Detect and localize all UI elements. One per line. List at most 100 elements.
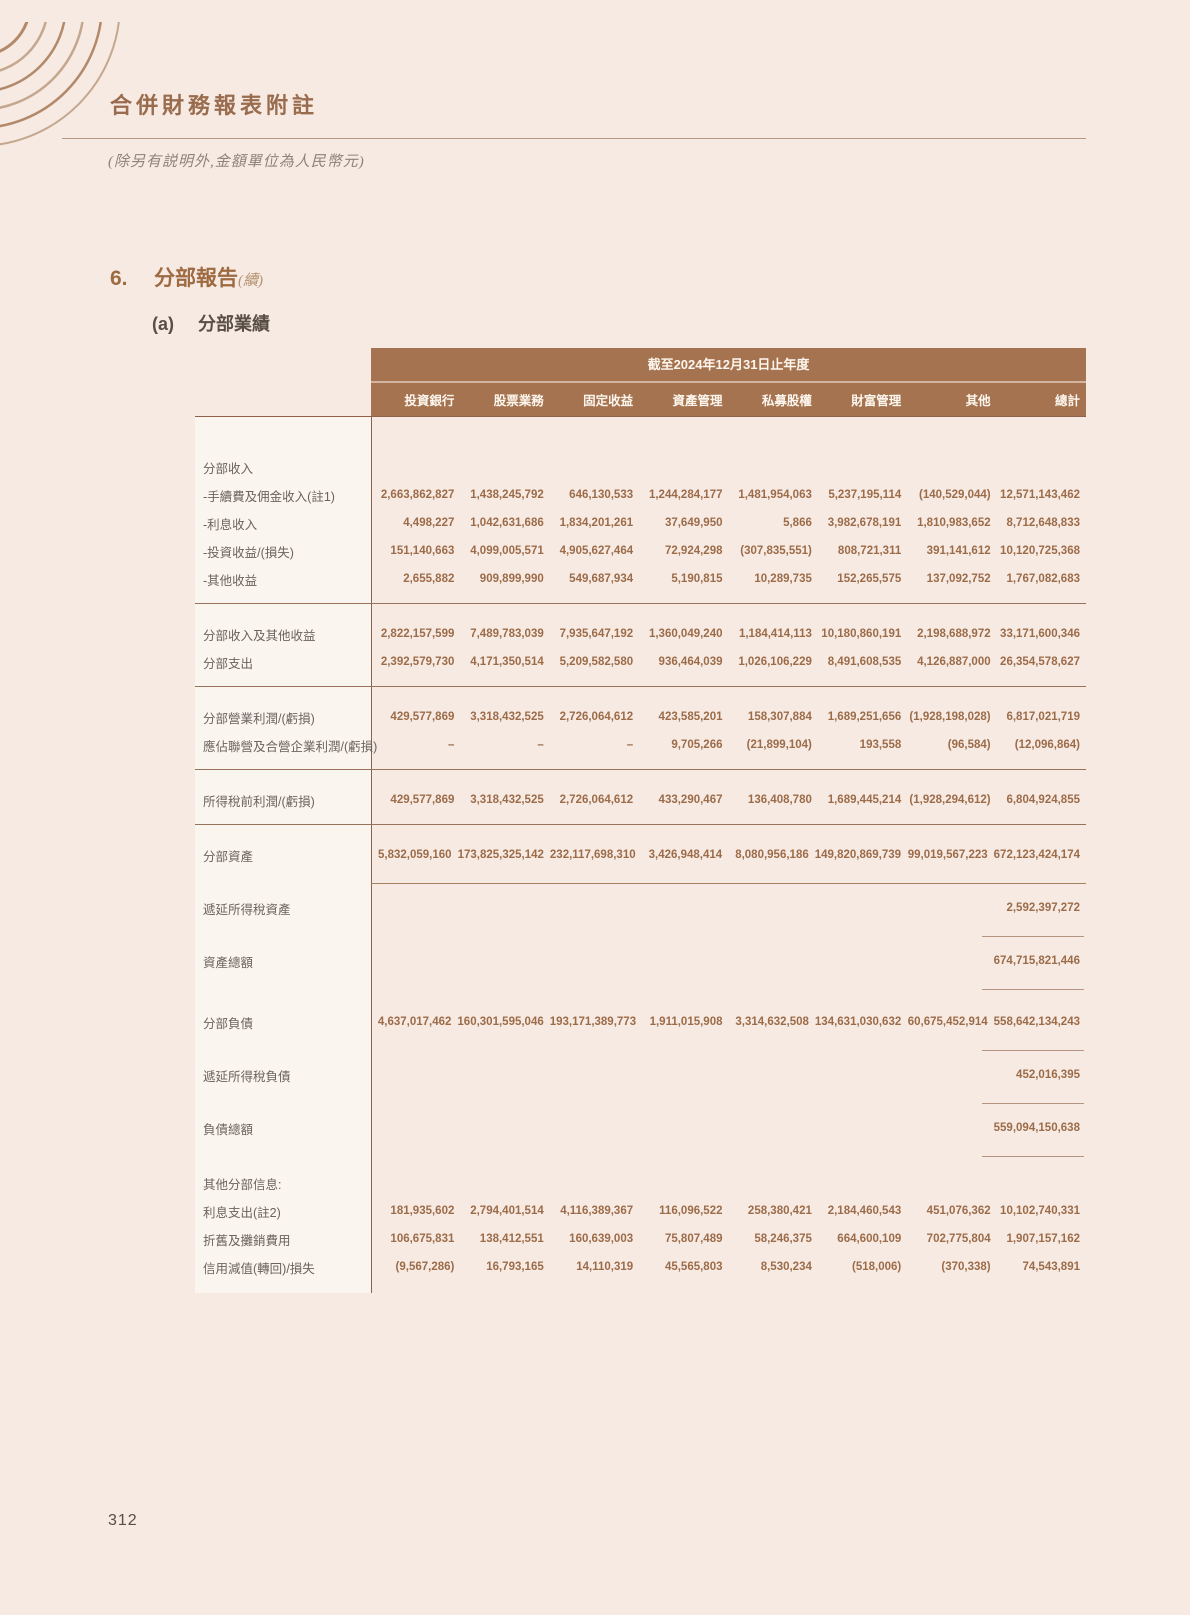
row-label: 負債總額 — [203, 1122, 254, 1137]
cell-value: 6,804,924,855 — [1006, 794, 1080, 806]
cell-value: (370,338) — [941, 1261, 991, 1273]
row-label: 利息支出(註2) — [203, 1205, 281, 1220]
cell-value: 138,412,551 — [479, 1233, 544, 1245]
cell-value: 674,715,821,446 — [993, 955, 1080, 967]
cell-value: 559,094,150,638 — [993, 1122, 1080, 1134]
row-label: 分部資產 — [203, 849, 254, 864]
cell-value: (518,006) — [852, 1261, 902, 1273]
cell-value: 1,689,251,656 — [827, 711, 902, 723]
cell-value: 72,924,298 — [664, 545, 723, 557]
cell-value: 5,832,059,160 — [378, 849, 452, 861]
cell-value: 2,184,460,543 — [827, 1205, 902, 1217]
table-row: -投資收益/(損失) 151,140,663 4,099,005,571 4,905,… — [195, 537, 1086, 565]
cell-value: 7,935,647,192 — [559, 628, 634, 640]
cell-value: 5,866 — [783, 517, 812, 529]
cell-value: 99,019,567,223 — [907, 849, 988, 861]
cell-value: 4,171,350,514 — [470, 656, 544, 668]
cell-value: 149,820,869,739 — [814, 849, 902, 861]
section-number: 6. — [110, 267, 128, 290]
cell-value: 3,314,632,508 — [735, 1016, 809, 1028]
column-header: 資產管理 — [672, 394, 723, 408]
table-row: 應佔聯營及合營企業利潤/(虧損) – – – 9,705,266 (21,899,104)… — [195, 731, 1086, 759]
divider — [195, 686, 1086, 687]
table-row: 遞延所得稅負債 452,016,395 — [195, 1061, 1086, 1089]
cell-value: 3,982,678,191 — [827, 517, 902, 529]
cell-value: 1,689,445,214 — [827, 794, 902, 806]
subsection-title: 分部業績 — [198, 314, 270, 334]
cell-value: 6,817,021,719 — [1006, 711, 1080, 723]
cell-value: 160,639,003 — [569, 1233, 634, 1245]
table-row: -手續費及佣金收入(註1) 2,663,862,827 1,438,245,792 6… — [195, 481, 1086, 509]
cell-value: 5,190,815 — [671, 573, 723, 585]
cell-value: 452,016,395 — [1016, 1069, 1080, 1081]
table-row: 折舊及攤銷費用 106,675,831 138,412,551 160,639,003… — [195, 1225, 1086, 1253]
cell-value: 232,117,698,310 — [549, 849, 636, 861]
cell-value: 75,807,489 — [664, 1233, 723, 1245]
cell-value: 2,726,064,612 — [559, 794, 634, 806]
column-header: 股票業務 — [493, 394, 544, 408]
cell-value: 936,464,039 — [658, 656, 723, 668]
cell-value: 74,543,891 — [1022, 1261, 1080, 1273]
cell-value: 2,198,688,972 — [917, 628, 991, 640]
cell-value: 2,726,064,612 — [559, 711, 634, 723]
row-label: -利息收入 — [203, 517, 258, 532]
cell-value: 173,825,325,142 — [457, 849, 544, 861]
cell-value: 45,565,803 — [664, 1261, 723, 1273]
decorative-swirl-icon — [0, 22, 120, 146]
cell-value: 158,307,884 — [747, 711, 812, 723]
cell-value: 558,642,134,243 — [993, 1016, 1080, 1028]
cell-value: 702,775,804 — [926, 1233, 991, 1245]
row-label: 折舊及攤銷費用 — [203, 1233, 291, 1248]
page-number: 312 — [108, 1512, 138, 1529]
divider — [982, 1103, 1084, 1104]
row-label: -投資收益/(損失) — [203, 545, 294, 560]
row-label: -其他收益 — [203, 573, 258, 588]
column-header: 其他 — [965, 394, 991, 408]
divider — [195, 603, 1086, 604]
cell-value: 5,237,195,114 — [828, 489, 902, 501]
cell-value: 4,637,017,462 — [377, 1016, 452, 1028]
cell-value: (1,928,294,612) — [909, 794, 991, 806]
divider — [195, 769, 1086, 770]
cell-value: 37,649,950 — [664, 517, 723, 529]
cell-value: (21,899,104) — [746, 739, 812, 751]
cell-value: 181,935,602 — [390, 1205, 455, 1217]
cell-value: 8,080,956,186 — [735, 849, 809, 861]
column-header: 私募股權 — [761, 394, 812, 408]
subsection-heading: (a) 分部業績 — [152, 310, 270, 336]
subsection-label: (a) — [152, 314, 174, 334]
cell-value: (140,529,044) — [919, 489, 991, 501]
cell-value: – — [447, 739, 455, 751]
table-row: 分部收入及其他收益 2,822,157,599 7,489,783,039 7,935… — [195, 620, 1086, 648]
cell-value: 1,834,201,261 — [559, 517, 634, 529]
row-label: 遞延所得稅負債 — [203, 1069, 291, 1084]
table-row: 利息支出(註2) 181,935,602 2,794,401,514 4,116,38… — [195, 1197, 1086, 1225]
cell-value: 8,530,234 — [760, 1261, 812, 1273]
row-label: 分部收入及其他收益 — [203, 628, 316, 643]
cell-value: 2,392,579,730 — [380, 656, 455, 668]
cell-value: 4,498,227 — [403, 517, 455, 529]
section-title: 分部報告 — [154, 267, 238, 290]
cell-value: 1,026,106,229 — [738, 656, 812, 668]
period-header: 截至2024年12月31日止年度 — [371, 348, 1086, 383]
cell-value: 152,265,575 — [837, 573, 902, 585]
cell-value: 2,794,401,514 — [470, 1205, 544, 1217]
cell-value: 16,793,165 — [486, 1261, 544, 1273]
cell-value: 4,905,627,464 — [559, 545, 634, 557]
cell-value: 9,705,266 — [671, 739, 723, 751]
cell-value: 10,102,740,331 — [1000, 1205, 1080, 1217]
row-label: -手續費及佣金收入(註1) — [203, 489, 335, 504]
cell-value: 160,301,595,046 — [457, 1016, 544, 1028]
cell-value: – — [537, 739, 544, 751]
cell-value: 193,171,389,773 — [549, 1016, 637, 1028]
row-label: 所得稅前利潤/(虧損) — [203, 794, 315, 809]
table-row: -其他收益 2,655,882 909,899,990 549,687,934 5,19… — [195, 565, 1086, 593]
divider — [982, 936, 1084, 937]
cell-value: 646,130,533 — [569, 489, 634, 501]
cell-value: 1,767,082,683 — [1006, 573, 1080, 585]
divider — [371, 883, 1086, 884]
cell-value: 423,585,201 — [658, 711, 723, 723]
cell-value: 58,246,375 — [754, 1233, 812, 1245]
table-row: 分部支出 2,392,579,730 4,171,350,514 5,209,582,… — [195, 648, 1086, 676]
cell-value: 136,408,780 — [747, 794, 812, 806]
